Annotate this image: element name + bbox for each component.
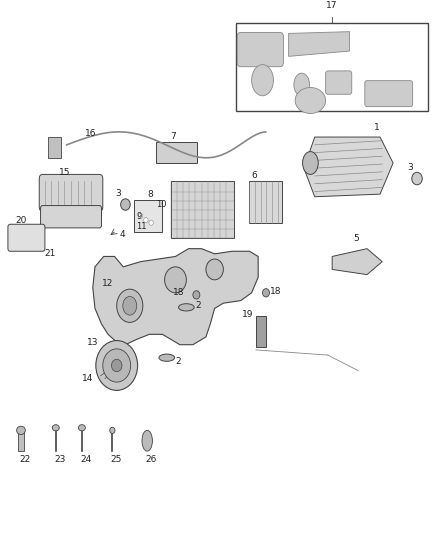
Ellipse shape <box>412 172 422 185</box>
Polygon shape <box>332 249 382 274</box>
Bar <box>250 181 282 223</box>
FancyBboxPatch shape <box>325 71 352 94</box>
Ellipse shape <box>159 354 175 361</box>
Ellipse shape <box>142 430 152 451</box>
Text: 15: 15 <box>59 168 70 177</box>
Text: 18: 18 <box>173 288 184 297</box>
Ellipse shape <box>206 259 223 280</box>
Text: 20: 20 <box>15 216 27 225</box>
FancyBboxPatch shape <box>8 224 45 251</box>
Text: 5: 5 <box>353 235 359 244</box>
Text: 23: 23 <box>54 455 65 464</box>
Text: 26: 26 <box>145 455 157 464</box>
Text: 2: 2 <box>195 301 201 310</box>
Ellipse shape <box>78 425 85 431</box>
Text: 12: 12 <box>102 279 114 288</box>
Text: 14: 14 <box>82 374 94 383</box>
Ellipse shape <box>144 217 148 223</box>
Ellipse shape <box>294 73 310 96</box>
Text: 25: 25 <box>111 455 122 464</box>
Ellipse shape <box>149 220 153 225</box>
Ellipse shape <box>120 199 130 210</box>
FancyBboxPatch shape <box>39 174 103 211</box>
Text: 22: 22 <box>19 455 31 464</box>
Polygon shape <box>304 137 393 197</box>
Bar <box>171 181 234 238</box>
Text: 24: 24 <box>80 455 92 464</box>
Ellipse shape <box>303 151 318 174</box>
Text: 21: 21 <box>44 249 56 257</box>
Ellipse shape <box>179 304 194 311</box>
Text: 6: 6 <box>252 171 258 180</box>
Ellipse shape <box>262 289 269 297</box>
Text: 16: 16 <box>85 129 96 138</box>
Text: 3: 3 <box>407 163 413 172</box>
Ellipse shape <box>123 296 137 315</box>
FancyBboxPatch shape <box>365 80 413 107</box>
Ellipse shape <box>193 290 200 299</box>
Ellipse shape <box>103 349 131 382</box>
Bar <box>18 430 24 451</box>
Bar <box>237 23 428 111</box>
Bar <box>156 142 197 163</box>
Polygon shape <box>289 31 350 56</box>
Text: 19: 19 <box>242 310 254 319</box>
Text: 4: 4 <box>120 230 125 239</box>
Text: 13: 13 <box>87 338 98 348</box>
Text: 3: 3 <box>116 189 121 198</box>
Text: 17: 17 <box>326 1 338 10</box>
Ellipse shape <box>138 213 143 219</box>
FancyBboxPatch shape <box>237 33 283 67</box>
FancyBboxPatch shape <box>41 206 102 228</box>
Bar <box>256 316 265 348</box>
Ellipse shape <box>252 64 273 96</box>
Text: 9: 9 <box>136 212 141 221</box>
Ellipse shape <box>112 359 122 372</box>
Text: 1: 1 <box>374 123 379 132</box>
Text: 8: 8 <box>147 190 153 199</box>
Ellipse shape <box>96 341 138 390</box>
Ellipse shape <box>165 267 186 293</box>
Bar <box>48 137 61 158</box>
Text: 18: 18 <box>270 287 282 296</box>
Ellipse shape <box>117 289 143 322</box>
Text: 11: 11 <box>136 222 147 231</box>
Text: 10: 10 <box>156 200 167 209</box>
Text: 2: 2 <box>176 357 181 366</box>
Ellipse shape <box>52 425 59 431</box>
Text: 7: 7 <box>170 132 176 141</box>
Ellipse shape <box>295 87 325 114</box>
Polygon shape <box>93 249 258 345</box>
Bar <box>134 200 162 231</box>
Ellipse shape <box>110 427 115 433</box>
Ellipse shape <box>17 426 25 434</box>
